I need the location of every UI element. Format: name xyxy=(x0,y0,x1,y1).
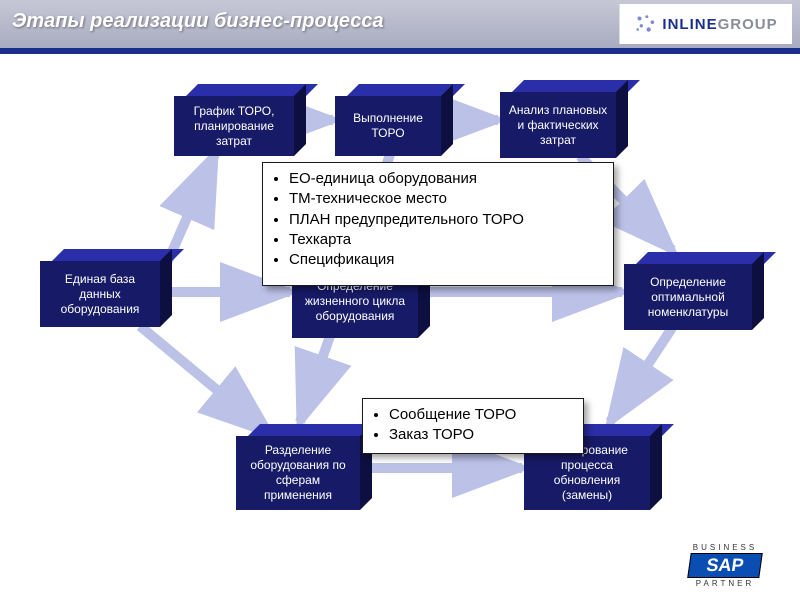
arrow-optimal-to-renewal xyxy=(610,328,672,422)
sap-business-text: BUSINESS xyxy=(670,543,780,552)
callout-item: Заказ ТОРО xyxy=(389,425,573,445)
sap-partner-text: PARTNER xyxy=(670,579,780,588)
callout-item: Техкарта xyxy=(289,230,603,250)
callout-item: Сообщение ТОРО xyxy=(389,405,573,425)
arrow-lifecycle-to-split xyxy=(300,336,330,422)
callout-item: ЕО-единица оборудования xyxy=(289,169,603,189)
node-label: Определение оптимальной номенклатуры xyxy=(624,264,752,330)
node-optimal: Определение оптимальной номенклатуры xyxy=(624,252,764,330)
node-label: Разделение оборудования по сферам примен… xyxy=(236,436,360,510)
company-logo: INLINEGROUP xyxy=(619,4,792,44)
header-bar: Этапы реализации бизнес-процесса INLINEG… xyxy=(0,0,800,48)
diagram-canvas: Единая база данных оборудования График ТО… xyxy=(0,54,800,600)
page-title: Этапы реализации бизнес-процесса xyxy=(12,10,384,33)
node-db: Единая база данных оборудования xyxy=(40,249,172,327)
callout-item: Спецификация xyxy=(289,250,603,270)
logo-text: INLINEGROUP xyxy=(662,16,777,33)
node-label: Единая база данных оборудования xyxy=(40,261,160,327)
node-execute: Выполнение ТОРО xyxy=(335,84,453,156)
node-split: Разделение оборудования по сферам примен… xyxy=(236,424,372,510)
node-label: График ТОРО, планирование затрат xyxy=(174,96,294,156)
logo-glyph-icon xyxy=(634,13,656,35)
node-label: Выполнение ТОРО xyxy=(335,96,441,156)
sap-logo-box: SAP xyxy=(687,553,763,578)
arrow-db-to-split xyxy=(140,326,270,434)
callout-toro: Сообщение ТОРОЗаказ ТОРО xyxy=(362,398,584,454)
node-label: Анализ плановых и фактических затрат xyxy=(500,92,616,158)
node-analysis: Анализ плановых и фактических затрат xyxy=(500,80,628,158)
callout-item: ПЛАН предупредительного ТОРО xyxy=(289,210,603,230)
node-schedule: График ТОРО, планирование затрат xyxy=(174,84,306,156)
sap-partner-badge: BUSINESS SAP PARTNER xyxy=(670,543,780,588)
callout-main: ЕО-единица оборудованияТМ-техническое ме… xyxy=(262,162,614,286)
callout-item: ТМ-техническое место xyxy=(289,189,603,209)
